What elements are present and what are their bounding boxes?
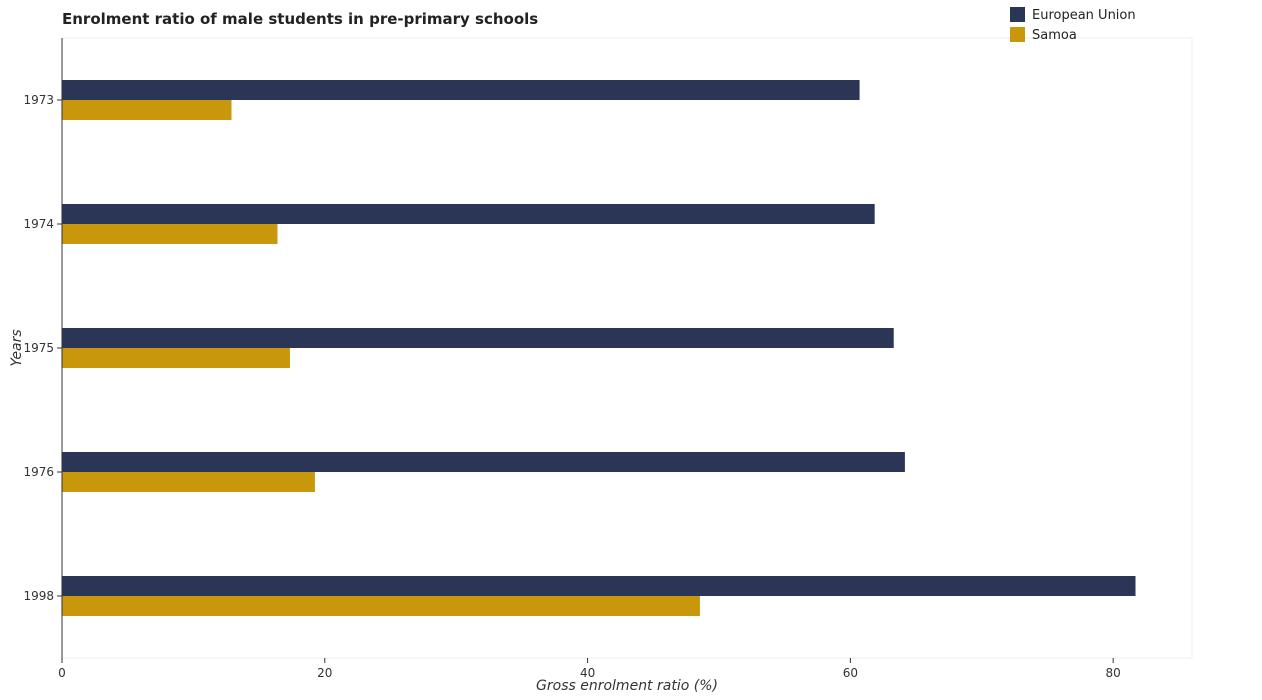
plot-area: 1973 1974 1975 1976 1998 0 20 40 60 80 xyxy=(23,37,1193,680)
x-tick-label: 60 xyxy=(843,666,858,680)
x-tick-label: 0 xyxy=(58,666,66,680)
bar-samoa-1998 xyxy=(62,596,700,616)
bar-samoa-1976 xyxy=(62,472,315,492)
y-ticks-group: 1973 1974 1975 1976 1998 xyxy=(23,93,62,603)
x-tick-label: 20 xyxy=(317,666,332,680)
legend-swatch-european-union xyxy=(1010,7,1025,22)
legend-swatch-samoa xyxy=(1010,27,1025,42)
legend-label-european-union: European Union xyxy=(1032,8,1136,23)
y-tick-label: 1998 xyxy=(23,589,54,603)
chart-title: Enrolment ratio of male students in pre-… xyxy=(62,10,538,28)
x-ticks-group: 0 20 40 60 80 xyxy=(58,658,1121,680)
y-tick-label: 1976 xyxy=(23,465,54,479)
bar-samoa-1973 xyxy=(62,100,232,120)
y-axis-label: Years xyxy=(9,329,25,366)
legend-label-samoa: Samoa xyxy=(1032,28,1077,43)
y-tick-label: 1975 xyxy=(23,341,54,355)
bar-european-union-1973 xyxy=(62,80,860,100)
bars-group xyxy=(62,80,1136,616)
legend: European Union Samoa xyxy=(1010,7,1136,43)
bar-european-union-1975 xyxy=(62,328,894,348)
x-tick-label: 80 xyxy=(1106,666,1121,680)
bar-samoa-1975 xyxy=(62,348,290,368)
bar-european-union-1974 xyxy=(62,204,875,224)
bar-european-union-1976 xyxy=(62,452,905,472)
y-tick-label: 1973 xyxy=(23,93,54,107)
y-tick-label: 1974 xyxy=(23,217,54,231)
bar-european-union-1998 xyxy=(62,576,1136,596)
x-tick-label: 40 xyxy=(580,666,595,680)
x-axis-label: Gross enrolment ratio (%) xyxy=(536,678,718,694)
bar-samoa-1974 xyxy=(62,224,278,244)
